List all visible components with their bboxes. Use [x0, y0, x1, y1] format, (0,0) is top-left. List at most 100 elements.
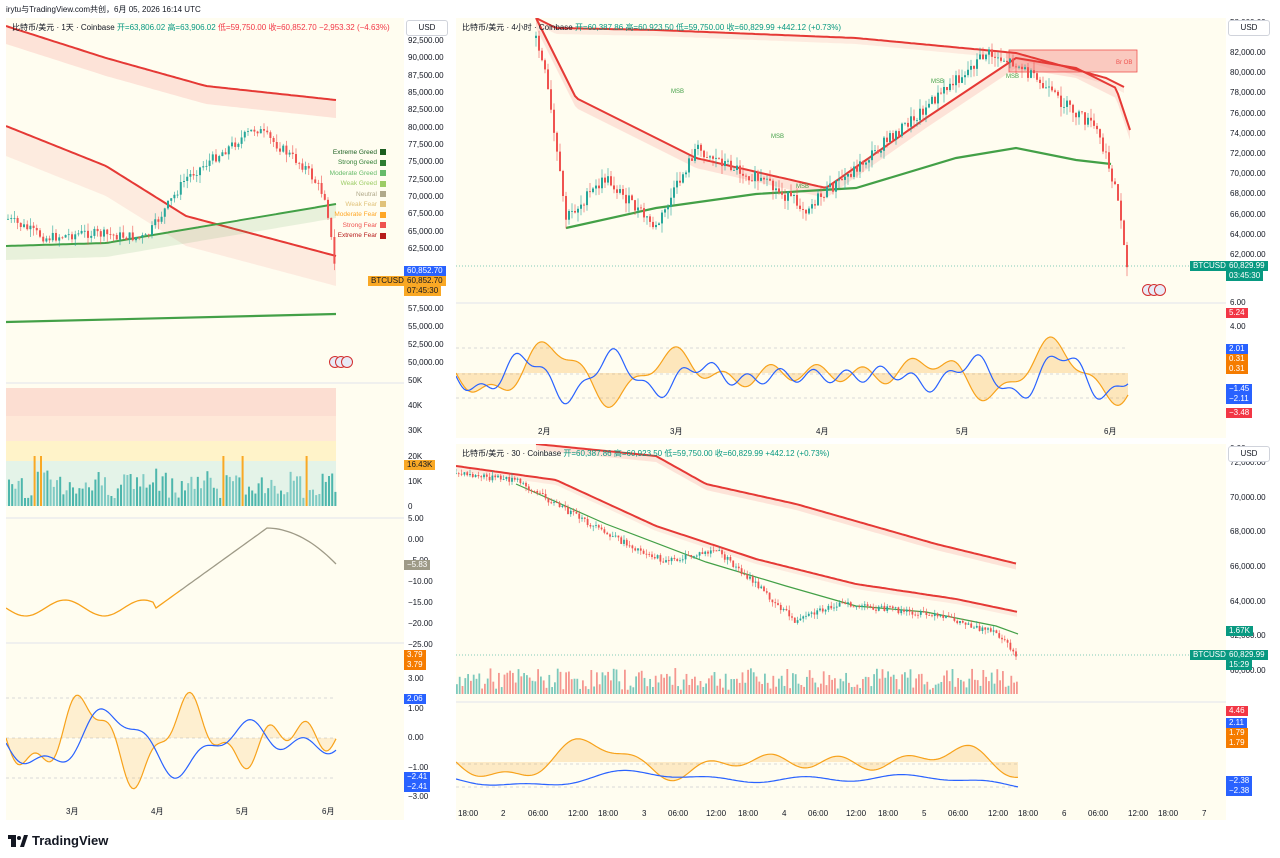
m30-price-axis[interactable]: 72,000.00 70,000.00 68,000.00 66,000.00 64,0…: [1226, 444, 1276, 820]
osc2-tag: −2.41: [404, 782, 431, 792]
volume-bar: [174, 492, 177, 506]
daily-plot[interactable]: 3月 4月 5月 6月: [6, 18, 404, 820]
time-tick-label: 18:00: [1018, 809, 1039, 818]
volume-bar: [20, 478, 23, 506]
candle-body: [739, 165, 741, 174]
volume-bar: [531, 680, 534, 694]
candle-body: [301, 163, 304, 170]
candle-body: [754, 171, 756, 182]
volume-bar: [484, 683, 486, 694]
candle-body: [483, 474, 485, 478]
volume-bar: [811, 677, 814, 694]
legend-label: Strong Fear: [342, 221, 377, 229]
m30-currency-button[interactable]: USD: [1228, 446, 1270, 462]
time-tick-label: 7: [1202, 809, 1207, 818]
candle-body: [90, 235, 93, 238]
candle-body: [61, 237, 64, 239]
ma-red-line: [535, 18, 1125, 88]
candle-body: [826, 187, 828, 198]
flag-icon[interactable]: [1154, 284, 1166, 296]
candle-body: [928, 615, 931, 616]
h4-currency-button[interactable]: USD: [1228, 20, 1270, 36]
candle-body: [658, 223, 660, 225]
time-tick-label: 06:00: [1088, 809, 1109, 818]
candle-body: [778, 188, 780, 193]
osc2-orange-area: [6, 692, 336, 789]
h4-price-axis[interactable]: 82,000.00 80,000.00 78,000.00 76,000.00 74,0…: [1226, 18, 1276, 438]
candle-body: [1108, 152, 1110, 169]
volume-bar: [999, 680, 1001, 694]
candle-body: [785, 608, 788, 611]
candle-body: [128, 232, 131, 240]
candle-body: [141, 235, 144, 238]
time-tick-label: 18:00: [878, 809, 899, 818]
price-tick-label: 66,000.00: [1230, 209, 1266, 219]
volume-bar: [590, 669, 593, 694]
candle-body: [491, 475, 494, 481]
m30-chart-panel[interactable]: 比特币/美元 · 30 · Coinbase 开=60,387.86 高=60,…: [456, 444, 1226, 820]
price-tick-label: 30K: [408, 426, 423, 436]
candle-body: [992, 630, 995, 632]
candle-body: [982, 54, 984, 60]
candle-body: [858, 606, 861, 608]
candle-body: [1015, 66, 1017, 68]
price-tick-label: 10K: [408, 476, 423, 486]
candle-body: [525, 482, 527, 487]
volume-bar: [688, 684, 691, 694]
candle-body: [1009, 58, 1011, 63]
candle-body: [125, 237, 128, 240]
volume-bar: [27, 497, 30, 506]
candle-body: [595, 525, 597, 526]
volume-bar: [918, 674, 920, 694]
daily-open: 开=63,806.02: [116, 23, 166, 32]
price-tick-label: 72,000.00: [1230, 458, 1266, 467]
volume-bar: [677, 686, 679, 694]
time-tick-label: 12:00: [846, 809, 867, 818]
flag-icon[interactable]: [341, 356, 353, 368]
candle-body: [911, 611, 914, 615]
volume-bar: [842, 681, 845, 694]
volume-bar: [517, 669, 520, 694]
candle-body: [934, 96, 936, 104]
volume-bar: [682, 679, 685, 694]
volume-bar: [708, 678, 710, 694]
volume-bar: [244, 494, 247, 506]
candle-body: [1021, 66, 1023, 70]
candle-body: [119, 232, 121, 240]
price-tick-label: 80,000.00: [1230, 68, 1266, 78]
volume-bar: [800, 685, 803, 694]
candle-body: [997, 57, 999, 59]
h4-plot[interactable]: Br OB MSB MSB MSB MSB MSB 2月 3月 4月 5月 6月: [456, 18, 1226, 438]
candle-body: [653, 557, 656, 559]
volume-bar: [713, 672, 716, 694]
daily-price-axis[interactable]: 92,500.00 90,000.00 87,500.00 85,000.00 82,5…: [404, 18, 452, 820]
volume-bar: [954, 686, 957, 694]
candle-body: [707, 551, 709, 554]
candle-body: [931, 615, 933, 617]
volume-bar: [859, 688, 861, 694]
candle-body: [811, 204, 813, 209]
candle-body: [746, 574, 749, 579]
tradingview-logo[interactable]: TradingView: [8, 833, 108, 848]
candle-body: [1126, 245, 1128, 268]
h4-chart-panel[interactable]: 比特币/美元 · 4小时 · Coinbase 开=60,387.86 高=60…: [456, 18, 1226, 438]
candle-body: [639, 548, 642, 551]
candle-body: [279, 148, 281, 152]
candle-body: [973, 65, 975, 69]
volume-bar: [228, 476, 231, 506]
daily-currency-button[interactable]: USD: [406, 20, 448, 36]
m30-plot[interactable]: 18:00 2 06:00 12:00 18:00 3 06:00 12:00 18:00 4 06…: [456, 444, 1226, 820]
candle-body: [874, 150, 876, 152]
volume-bar: [568, 671, 570, 694]
volume-bar: [315, 495, 318, 506]
candle-body: [807, 613, 810, 616]
share-caption: irytu与TradingView.com共创，6月 05, 2026 16:1…: [6, 5, 201, 14]
volume-bar: [299, 476, 302, 506]
daily-chart-panel[interactable]: 比特币/美元 · 1天 · Coinbase 开=63,806.02 高=63,…: [6, 18, 404, 820]
volume-bar: [593, 686, 595, 694]
candle-body: [112, 234, 115, 236]
candle-body: [179, 182, 182, 195]
candle-body: [243, 131, 246, 138]
candle-body: [673, 557, 676, 560]
candle-body: [844, 602, 847, 604]
